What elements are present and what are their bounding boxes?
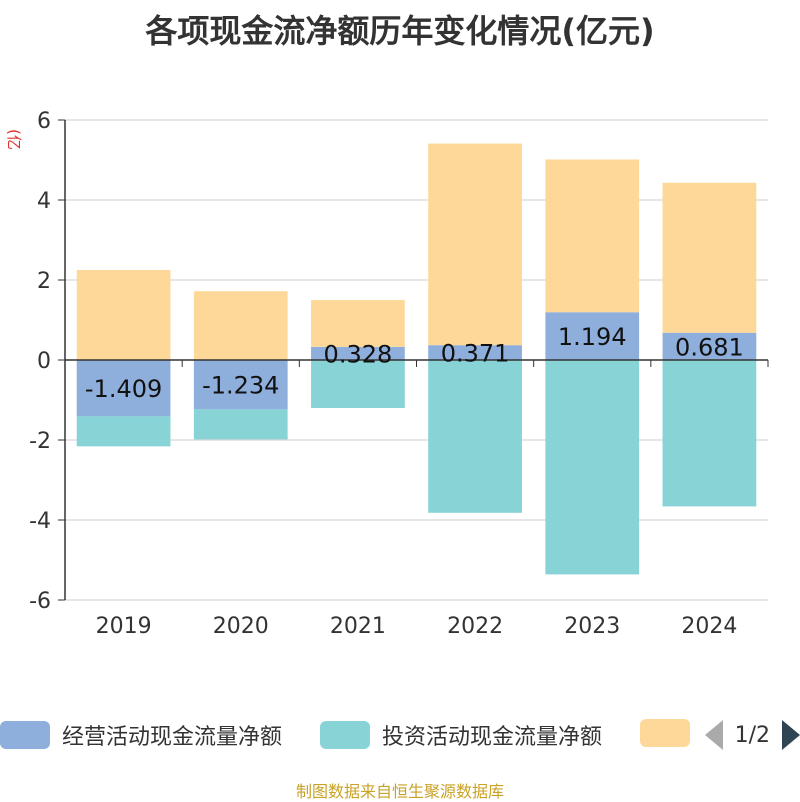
legend-next-icon[interactable] bbox=[782, 720, 800, 750]
bars bbox=[76, 143, 757, 575]
legend-item-investing[interactable]: 投资活动现金流量净额 bbox=[320, 719, 602, 751]
bar-2022-series-2 bbox=[428, 143, 522, 346]
bar-chart: 6 4 2 0 -2 -4 -6 2019 2020 2021 2022 2023 2024 -1.40… bbox=[29, 109, 769, 639]
legend-pager: 1/2 bbox=[704, 719, 800, 751]
x-tick-label-2019: 2019 bbox=[96, 614, 152, 639]
y-tick-label: 0 bbox=[37, 349, 51, 374]
x-tick-label-2021: 2021 bbox=[330, 614, 386, 639]
y-tick-label: -6 bbox=[29, 589, 51, 614]
data-label-2020: -1.234 bbox=[202, 372, 279, 400]
x-tick-label-2020: 2020 bbox=[213, 614, 269, 639]
bar-2024-series-1 bbox=[662, 360, 757, 507]
legend-swatch-investing bbox=[320, 721, 370, 749]
bar-2023-series-1 bbox=[545, 360, 640, 575]
bar-2020-series-0 bbox=[193, 360, 288, 410]
bar-2019-series-2 bbox=[76, 270, 171, 360]
data-label-2024: 0.681 bbox=[675, 333, 744, 361]
bar-2022-series-0 bbox=[428, 345, 522, 360]
bar-2023-series-2 bbox=[545, 159, 640, 313]
bar-2023-series-0 bbox=[545, 312, 640, 360]
bar-2020-series-1 bbox=[193, 409, 288, 440]
legend-page-indicator: 1/2 bbox=[734, 722, 770, 748]
x-tick-label-2022: 2022 bbox=[447, 614, 503, 639]
bar-2021-series-1 bbox=[311, 360, 405, 408]
data-label-2023: 1.194 bbox=[558, 323, 627, 351]
bar-2024-series-0 bbox=[662, 332, 757, 360]
y-tick-label: -4 bbox=[29, 509, 51, 534]
legend-item-third[interactable] bbox=[640, 719, 702, 747]
y-tick-label: 6 bbox=[37, 109, 51, 134]
legend-prev-icon[interactable] bbox=[704, 720, 723, 750]
data-label-2021: 0.328 bbox=[324, 340, 393, 368]
legend-item-operating[interactable]: 经营活动现金流量净额 bbox=[0, 719, 282, 751]
y-tick-label: -2 bbox=[29, 429, 51, 454]
data-labels: -1.409 -1.234 0.328 0.371 1.194 0.681 bbox=[85, 323, 744, 403]
bar-2021-series-0 bbox=[311, 346, 405, 360]
legend-label-investing: 投资活动现金流量净额 bbox=[382, 725, 603, 750]
bar-2019-series-0 bbox=[76, 360, 171, 417]
bar-2024-series-2 bbox=[662, 182, 757, 333]
data-label-2022: 0.371 bbox=[441, 340, 510, 368]
legend-swatch-operating bbox=[0, 721, 50, 749]
bar-2019-series-1 bbox=[76, 416, 171, 447]
bar-2022-series-1 bbox=[428, 360, 522, 513]
x-tick-label-2023: 2023 bbox=[564, 614, 620, 639]
x-tick-label-2024: 2024 bbox=[681, 614, 737, 639]
chart-title: 各项现金流净额历年变化情况(亿元) bbox=[145, 12, 655, 50]
y-tick-label: 4 bbox=[37, 189, 51, 214]
legend-swatch-third bbox=[640, 719, 690, 747]
legend-label-operating: 经营活动现金流量净额 bbox=[62, 725, 283, 750]
data-label-2019: -1.409 bbox=[85, 375, 162, 403]
legend: 经营活动现金流量净额 投资活动现金流量净额 1/2 bbox=[0, 713, 800, 757]
y-tick-label: 2 bbox=[37, 269, 51, 294]
data-source-note: 制图数据来自恒生聚源数据库 bbox=[295, 782, 504, 801]
bar-2021-series-2 bbox=[311, 300, 405, 347]
bar-2020-series-2 bbox=[193, 291, 288, 360]
axes: 6 4 2 0 -2 -4 -6 2019 2020 2021 2022 2023 2024 bbox=[29, 109, 769, 639]
